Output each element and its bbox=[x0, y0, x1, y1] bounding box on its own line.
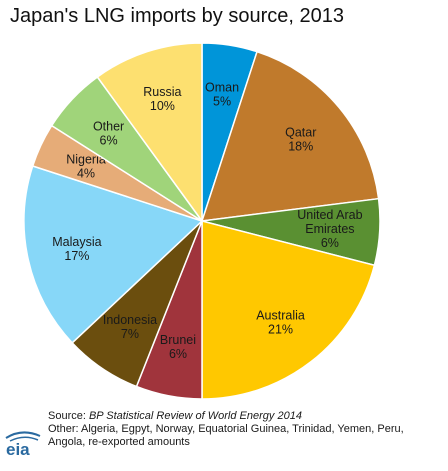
source-line: Source: BP Statistical Review of World E… bbox=[48, 410, 404, 423]
pie-chart: Oman 5% Qatar 18% United Arab Emirates 6% Austr… bbox=[23, 42, 381, 400]
pie-slice-malaysia bbox=[23, 165, 204, 344]
other-note-line-2: Angola, re-exported amounts bbox=[48, 436, 190, 448]
pie-label-other: Other 6% bbox=[93, 119, 124, 147]
chart-title: Japan's LNG imports by source, 2013 bbox=[10, 5, 344, 27]
pie-label-qatar: Qatar 18% bbox=[285, 125, 316, 153]
pie-slice-russia bbox=[96, 42, 203, 224]
pie-slice-qatar bbox=[200, 50, 380, 222]
pie-label-malaysia: Malaysia 17% bbox=[52, 235, 101, 263]
source-prefix: Source: bbox=[48, 410, 89, 422]
eia-logo-icon bbox=[5, 431, 41, 442]
pie-slice-australia bbox=[201, 220, 376, 400]
pie-label-nigeria: Nigeria 4% bbox=[66, 152, 106, 180]
pie-label-indonesia: Indonesia 7% bbox=[103, 313, 157, 341]
pie-label-australia: Australia 21% bbox=[256, 308, 305, 336]
source-title: BP Statistical Review of World Energy 20… bbox=[88, 410, 302, 422]
eia-logo-text: eia bbox=[6, 440, 30, 459]
chart-footer: Source: BP Statistical Review of World E… bbox=[48, 410, 404, 449]
pie-label-brunei: Brunei 6% bbox=[160, 333, 196, 361]
pie-label-united-arab-emirates: United Arab Emirates 6% bbox=[297, 208, 362, 250]
pie-label-russia: Russia 10% bbox=[143, 85, 181, 113]
pie-label-oman: Oman 5% bbox=[205, 80, 239, 108]
other-note-line-1: Other: Algeria, Egpyt, Norway, Equatoria… bbox=[48, 423, 404, 435]
